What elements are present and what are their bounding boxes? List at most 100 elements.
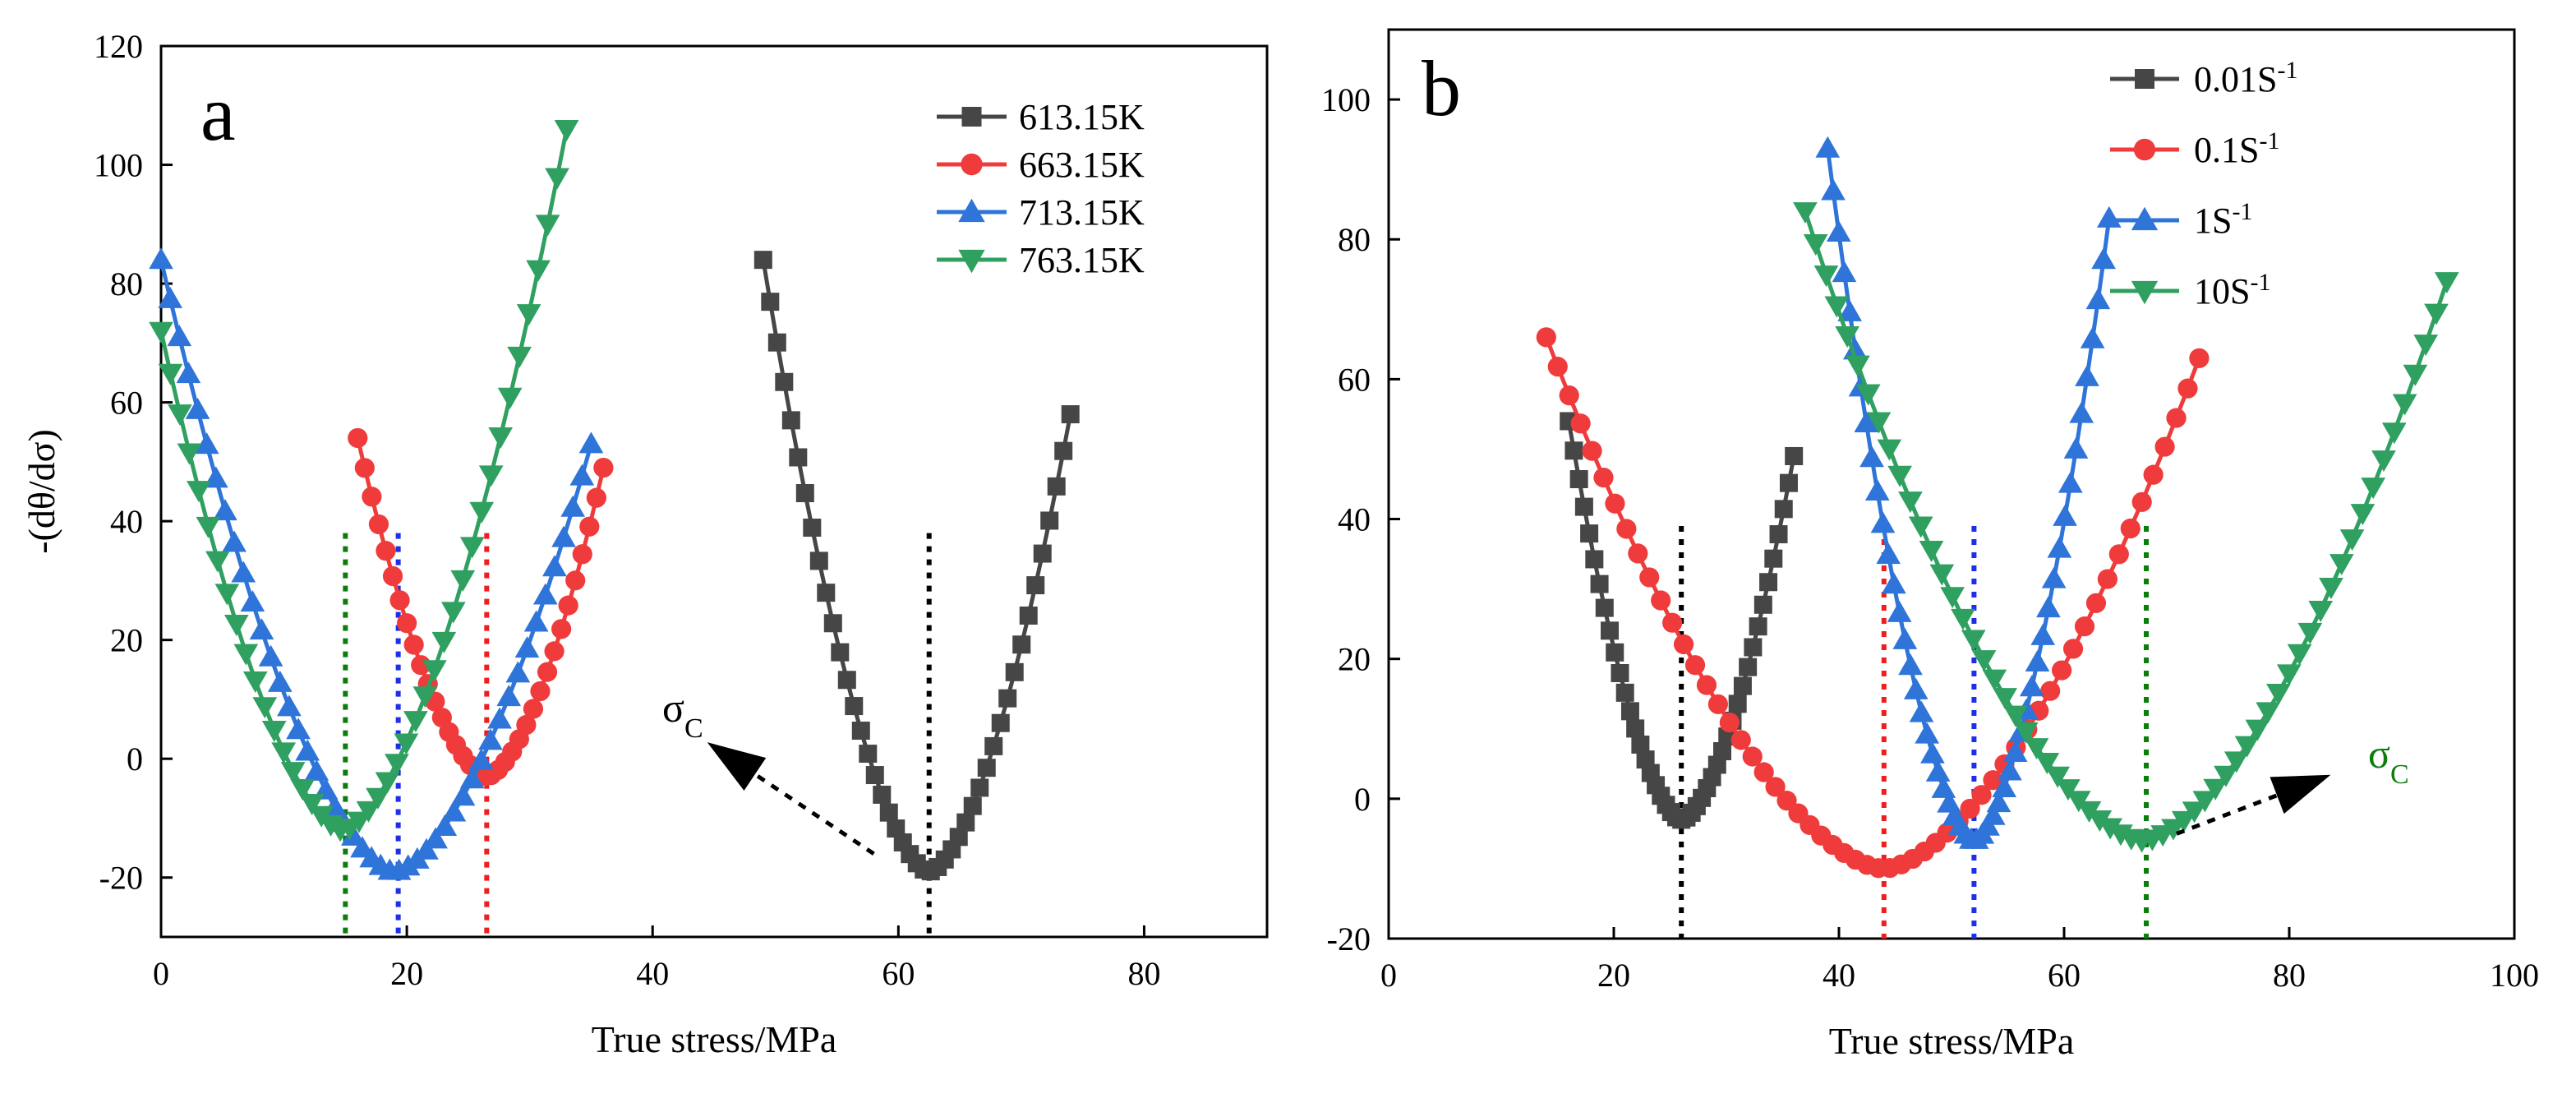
panel-b-y-tick-label: -20 bbox=[1327, 921, 1371, 957]
panel-a-data-point bbox=[348, 427, 368, 449]
panel-b-data-point bbox=[1779, 473, 1798, 492]
panel-a-data-point bbox=[795, 484, 814, 503]
panel-a-data-point bbox=[185, 397, 210, 419]
panel-b-data-point bbox=[1776, 791, 1797, 811]
panel-a-data-point bbox=[394, 733, 419, 755]
panel-a-data-point bbox=[233, 644, 259, 666]
panel-b-data-point bbox=[1940, 587, 1965, 609]
panel-b-data-point bbox=[2143, 464, 2164, 485]
panel-a-data-point bbox=[887, 819, 906, 838]
panel-b-legend-marker bbox=[2131, 206, 2159, 231]
panel-b-data-point bbox=[1846, 355, 1870, 377]
panel-a-data-point bbox=[565, 570, 586, 591]
panel-b-data-point bbox=[1631, 736, 1650, 754]
panel-a-data-point bbox=[478, 465, 504, 487]
panel-a-data-point bbox=[222, 530, 247, 552]
panel-b-data-point bbox=[1929, 564, 1955, 586]
panel-b-data-point bbox=[1605, 493, 1625, 514]
panel-a-data-point bbox=[1054, 441, 1073, 460]
panel-a-data-point bbox=[530, 681, 551, 702]
panel-a-data-point bbox=[375, 772, 400, 794]
panel-a-y-tick-label: 40 bbox=[110, 503, 143, 540]
panel-b-data-point bbox=[1876, 542, 1901, 565]
panel-b-data-point bbox=[2413, 335, 2439, 357]
panel-b-y-tick-label: 0 bbox=[1354, 781, 1371, 818]
panel-b-legend-entry: 1S-1 bbox=[2110, 198, 2252, 242]
panel-a-data-point bbox=[258, 644, 283, 667]
panel-a-data-point bbox=[991, 713, 1010, 732]
panel-b-letter: b bbox=[1422, 44, 1461, 132]
panel-b-data-point bbox=[1887, 465, 1912, 487]
panel-b-data-point bbox=[1569, 469, 1588, 488]
panel-a-data-point bbox=[544, 641, 565, 662]
panel-a-data-point bbox=[149, 321, 173, 344]
panel-a-data-point bbox=[523, 610, 549, 632]
panel-b-data-point bbox=[2392, 394, 2417, 416]
panel-a-data-point bbox=[775, 372, 794, 391]
panel-a-legend-label: 713.15K bbox=[1019, 192, 1145, 233]
panel-b-data-point bbox=[1606, 643, 1624, 662]
panel-a-data-point bbox=[537, 662, 558, 682]
panel-a-series-0 bbox=[753, 251, 1080, 881]
panel-b-data-point bbox=[2040, 681, 2061, 701]
panel-b-data-point bbox=[2371, 450, 2396, 473]
panel-a-data-point bbox=[837, 671, 856, 690]
panel-a-legend-marker bbox=[958, 198, 985, 223]
panel-a-data-point bbox=[851, 722, 870, 741]
panel-b-data-point bbox=[2177, 378, 2198, 399]
panel-b-annotation-subscript: C bbox=[2390, 759, 2409, 790]
panel-b-legend-superscript: -1 bbox=[2277, 57, 2297, 84]
panel-b-data-point bbox=[1826, 219, 1851, 242]
panel-b-data-point bbox=[1707, 694, 1729, 714]
panel-b-data-point bbox=[2097, 569, 2117, 589]
panel-a: a True stress/MPa -(dθ/dσ) 0 20 40 60 80 -20 0… bbox=[21, 28, 1269, 1060]
panel-b-x-tick-label: 100 bbox=[2490, 957, 2539, 994]
panel-a-x-tick-label: 0 bbox=[153, 955, 169, 992]
panel-a-y-tick-label: 100 bbox=[94, 147, 143, 184]
panel-b-data-point bbox=[2091, 247, 2116, 270]
panel-a-data-point bbox=[385, 754, 409, 776]
panel-b-legend-entry: 0.01S-1 bbox=[2110, 57, 2297, 99]
panel-a-data-point bbox=[242, 671, 268, 694]
panel-a-data-point bbox=[593, 457, 614, 478]
panel-b-data-point bbox=[2171, 810, 2196, 833]
panel-b-data-point bbox=[2339, 529, 2365, 551]
panel-b-series-1 bbox=[1536, 327, 2210, 879]
panel-b-data-point bbox=[2287, 644, 2312, 666]
panel-a-data-point bbox=[158, 286, 182, 308]
panel-a-data-point bbox=[295, 739, 320, 761]
panel-b-y-tick-label: 40 bbox=[1338, 501, 1371, 538]
panel-b-data-point bbox=[1980, 803, 2006, 825]
panel-b-data-point bbox=[2214, 765, 2238, 787]
panel-b-data-point bbox=[1821, 178, 1846, 201]
panel-b-data-point bbox=[1920, 741, 1945, 764]
panel-a-series-line bbox=[761, 259, 1073, 874]
panel-b-legend-marker bbox=[2135, 69, 2154, 89]
panel-a-data-point bbox=[781, 411, 800, 430]
panel-b-data-point bbox=[2085, 593, 2107, 613]
panel-b-data-point bbox=[1733, 676, 1752, 695]
panel-b-data-point bbox=[1570, 413, 1591, 434]
panel-b-data-point bbox=[1815, 136, 1841, 158]
panel-b-data-point bbox=[1925, 759, 1951, 782]
panel-a-data-point bbox=[569, 464, 595, 486]
panel-a-data-point bbox=[803, 519, 822, 538]
panel-a-data-point bbox=[516, 714, 537, 736]
panel-b-data-point bbox=[1843, 338, 1868, 360]
panel-b-data-point bbox=[2058, 471, 2083, 493]
panel-b-data-point bbox=[1793, 202, 1818, 224]
panel-b-legend-label: 1S-1 bbox=[2194, 198, 2252, 242]
panel-a-data-point bbox=[859, 745, 878, 764]
panel-b-data-point bbox=[2381, 422, 2407, 445]
panel-a-data-point bbox=[168, 404, 192, 427]
panel-b-data-point bbox=[2166, 408, 2187, 428]
panel-b-data-point bbox=[2024, 738, 2049, 760]
panel-a-data-point bbox=[753, 251, 772, 270]
panel-a-data-point bbox=[347, 811, 371, 833]
panel-a-data-point bbox=[963, 796, 982, 815]
panel-a-y-tick-label: 120 bbox=[94, 28, 143, 65]
panel-b-y-tick-label: 60 bbox=[1338, 361, 1371, 398]
panel-a-data-point bbox=[158, 363, 183, 385]
panel-b-legend-entry: 10S-1 bbox=[2110, 269, 2270, 311]
panel-a-data-point bbox=[572, 544, 592, 565]
